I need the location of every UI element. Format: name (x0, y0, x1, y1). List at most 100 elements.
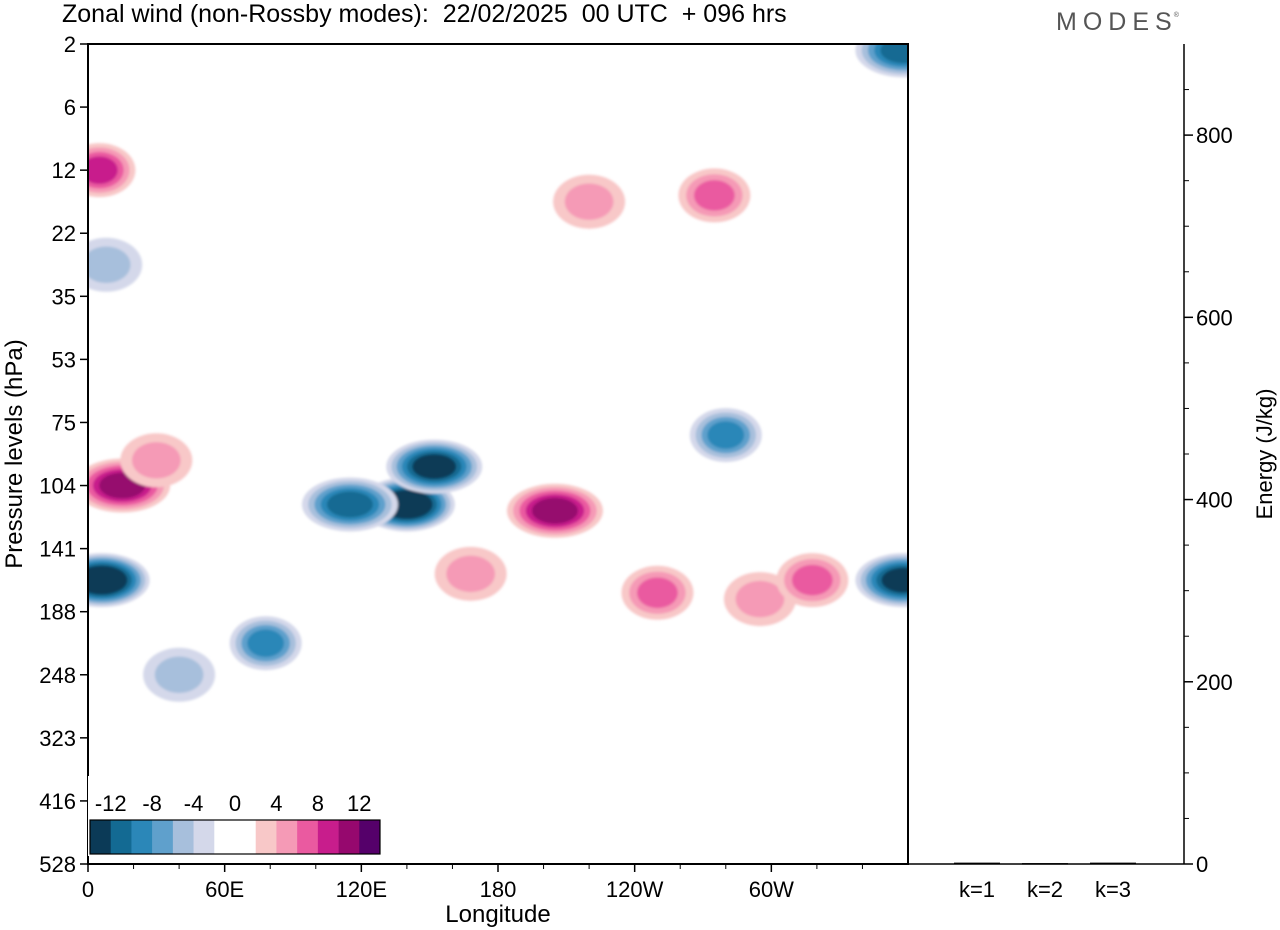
y-tick-label: 75 (52, 410, 76, 435)
heatmap-contour (326, 491, 373, 518)
chart-title: Zonal wind (non-Rossby modes): 22/02/202… (62, 0, 787, 28)
heatmap-cell (88, 553, 150, 608)
y-tick-label: 416 (39, 789, 76, 814)
y-tick-label: 248 (39, 663, 76, 688)
y-axis-label: Pressure levels (hPa) (1, 339, 28, 568)
energy-category-label: k=1 (959, 877, 995, 902)
heatmap-cell (301, 477, 398, 532)
colorbar-swatch (110, 820, 132, 854)
colorbar-label: 4 (270, 791, 282, 816)
heatmap-field (88, 44, 908, 702)
colorbar-label: -4 (184, 791, 204, 816)
heatmap-cell (506, 483, 603, 538)
colorbar-label: 12 (347, 791, 371, 816)
logo-mark: ® (1173, 12, 1179, 19)
energy-bar (1090, 862, 1136, 865)
colorbar-swatch (152, 820, 174, 854)
heatmap-contour (707, 421, 745, 449)
colorbar-swatch (235, 820, 257, 854)
colorbar-swatch (90, 820, 112, 854)
energy-tick-label: 800 (1196, 123, 1233, 148)
energy-tick-label: 600 (1196, 305, 1233, 330)
colorbar-swatch (338, 820, 360, 854)
y-tick-label: 323 (39, 726, 76, 751)
heatmap-cell (776, 553, 849, 608)
heatmap-contour (564, 183, 614, 220)
pressure-axis: 2 6 12 22 35 53 75 104 141 188 248 323 416 528 (39, 32, 88, 877)
x-tick-label: 0 (82, 877, 94, 902)
x-tick-label: 120W (606, 877, 664, 902)
heatmap-contour (880, 44, 908, 64)
heatmap-contour (791, 564, 833, 596)
heatmap-cell (678, 168, 751, 223)
heatmap-cell (621, 565, 694, 620)
colorbar: -12 -8 -4 0 4 8 12 (88, 776, 382, 856)
heatmap-cell (143, 647, 216, 702)
colorbar-label: 8 (312, 791, 324, 816)
y-tick-label: 141 (39, 537, 76, 562)
heatmap-contour (247, 629, 285, 658)
modes-logo: MODES® (1056, 8, 1183, 37)
y-tick-label: 22 (52, 221, 76, 246)
x-tick-label: 120E (336, 877, 387, 902)
energy-tick-label: 0 (1196, 852, 1208, 877)
y-tick-label: 35 (52, 284, 76, 309)
x-tick-label: 60W (749, 877, 794, 902)
logo-text: MODES (1056, 8, 1178, 36)
heatmap-contour (88, 156, 118, 184)
heatmap-contour (446, 555, 495, 593)
heatmap-cell (229, 616, 302, 671)
energy-panel: 0 200 400 600 800 k=1 k=2 k=3 Energy (J/kg) (908, 44, 1277, 902)
x-tick-label: 60E (205, 877, 244, 902)
heatmap-cell (855, 44, 908, 78)
energy-axis-label: Energy (J/kg) (1252, 389, 1277, 520)
colorbar-swatch (317, 820, 339, 854)
y-tick-label: 53 (52, 347, 76, 372)
y-tick-label: 2 (64, 32, 76, 57)
energy-bar (954, 862, 1000, 865)
heatmap-contour (693, 180, 735, 211)
x-axis-label: Longitude (445, 901, 550, 928)
heatmap-cell (88, 237, 143, 292)
energy-tick-label: 200 (1196, 670, 1233, 695)
heatmap-contour (88, 246, 131, 283)
y-tick-label: 528 (39, 852, 76, 877)
y-tick-label: 104 (39, 474, 76, 499)
heatmap-cell (689, 408, 762, 463)
colorbar-swatch (214, 820, 236, 854)
heatmap-contour (412, 454, 457, 479)
energy-bar (1022, 863, 1068, 865)
colorbar-swatch (172, 820, 194, 854)
colorbar-border (89, 819, 381, 855)
heatmap-cell (120, 433, 193, 488)
heatmap-frame (87, 43, 909, 865)
energy-tick-label: 400 (1196, 488, 1233, 513)
heatmap-contour (881, 567, 908, 593)
heatmap-cell (88, 143, 136, 198)
heatmap-cell (434, 546, 507, 601)
heatmap-cell (386, 439, 483, 494)
y-tick-label: 12 (52, 158, 76, 183)
longitude-axis: 0 60E 120E 180 120W 60W (82, 864, 863, 902)
energy-category-label: k=2 (1027, 877, 1063, 902)
heatmap-contour (88, 568, 123, 593)
heatmap-contour (132, 442, 181, 479)
colorbar-swatch (255, 820, 277, 854)
energy-category-label: k=3 (1095, 877, 1131, 902)
heatmap-cell (553, 174, 626, 229)
heatmap-contour (637, 577, 678, 609)
heatmap-contour (735, 580, 785, 618)
y-tick-label: 6 (64, 95, 76, 120)
y-tick-label: 188 (39, 600, 76, 625)
heatmap-contour (154, 656, 204, 693)
colorbar-swatch (193, 820, 215, 854)
heatmap-contour (531, 497, 578, 524)
colorbar-label: -8 (142, 791, 162, 816)
colorbar-swatch (131, 820, 153, 854)
colorbar-swatch (276, 820, 298, 854)
colorbar-label: -12 (95, 791, 127, 816)
colorbar-label: 0 (229, 791, 241, 816)
x-tick-label: 180 (480, 877, 517, 902)
heatmap-cell (855, 553, 908, 608)
